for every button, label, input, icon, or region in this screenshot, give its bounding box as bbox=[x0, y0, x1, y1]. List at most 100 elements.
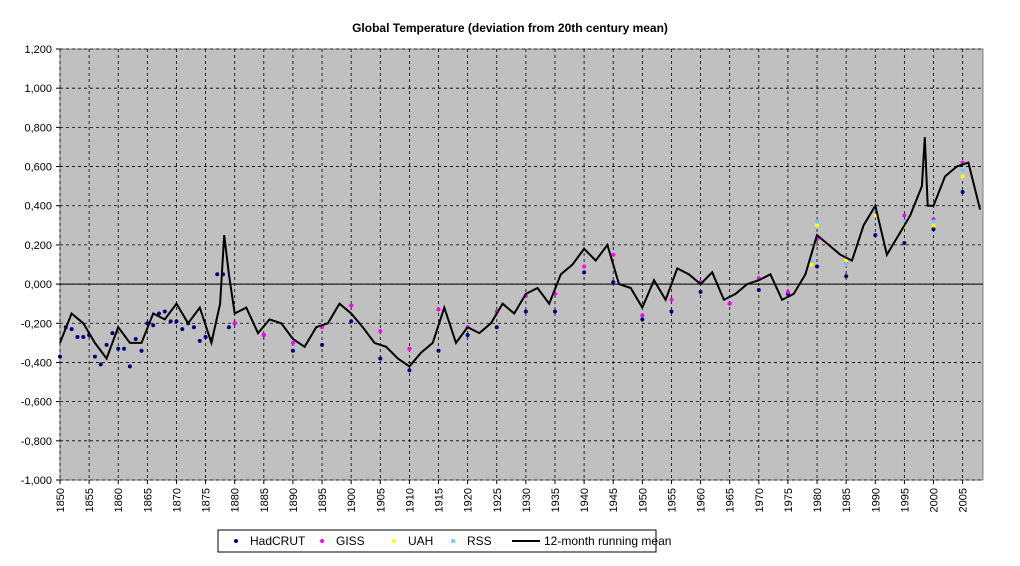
rss-point bbox=[960, 168, 965, 173]
hadcrut-point bbox=[139, 348, 144, 353]
hadcrut-point bbox=[436, 348, 441, 353]
hadcrut-point bbox=[58, 354, 62, 359]
x-tick-label: 1955 bbox=[666, 488, 678, 512]
hadcrut-point bbox=[133, 336, 138, 341]
x-tick-label: 1990 bbox=[870, 488, 882, 512]
giss-point bbox=[582, 264, 587, 269]
y-tick-label: -0,600 bbox=[21, 397, 52, 409]
hadcrut-point bbox=[494, 325, 499, 330]
x-tick-label: 1920 bbox=[463, 488, 475, 512]
x-tick-label: 1915 bbox=[434, 488, 446, 512]
giss-point bbox=[436, 307, 441, 312]
giss-point bbox=[290, 340, 295, 345]
y-tick-label: 0,600 bbox=[24, 162, 52, 174]
hadcrut-point bbox=[151, 323, 156, 328]
legend-label-hadcrut: HadCRUT bbox=[250, 534, 306, 548]
legend-swatch-uah bbox=[392, 539, 396, 543]
uah-point bbox=[873, 213, 878, 218]
y-tick-label: 1,000 bbox=[24, 83, 52, 95]
hadcrut-point bbox=[320, 342, 325, 347]
x-tick-label: 1880 bbox=[230, 488, 242, 512]
giss-point bbox=[407, 346, 412, 351]
legend-label-giss: GISS bbox=[336, 534, 365, 548]
hadcrut-point bbox=[756, 287, 761, 292]
legend: HadCRUT GISS UAH RSS 12-month running mean bbox=[217, 529, 671, 553]
hadcrut-point bbox=[931, 227, 936, 232]
uah-point bbox=[815, 223, 820, 228]
hadcrut-point bbox=[180, 327, 185, 332]
y-tick-label: 1,200 bbox=[24, 44, 52, 56]
rss-point bbox=[844, 262, 849, 267]
hadcrut-point bbox=[92, 354, 97, 359]
x-tick-label: 1965 bbox=[725, 488, 737, 512]
hadcrut-point bbox=[174, 319, 179, 324]
hadcrut-point bbox=[81, 334, 86, 339]
running-mean-line bbox=[59, 137, 982, 368]
x-tick-label: 2000 bbox=[929, 488, 941, 512]
uah-point bbox=[960, 174, 965, 179]
plot-area bbox=[59, 48, 984, 481]
hadcrut-point bbox=[582, 270, 587, 275]
hadcrut-point bbox=[698, 289, 703, 294]
hadcrut-point bbox=[611, 280, 616, 285]
hadcrut-point bbox=[226, 325, 231, 330]
giss-point bbox=[261, 333, 266, 338]
x-tick-label: 1905 bbox=[375, 488, 387, 512]
hadcrut-point bbox=[203, 334, 208, 339]
giss-point bbox=[727, 301, 732, 306]
hadcrut-point bbox=[669, 309, 674, 314]
hadcrut-point bbox=[110, 331, 115, 336]
legend-swatch-giss bbox=[320, 539, 324, 543]
hadcrut-point bbox=[902, 240, 907, 245]
x-tick-label: 1850 bbox=[55, 488, 67, 512]
y-tick-label: -0,800 bbox=[21, 436, 52, 448]
hadcrut-point bbox=[640, 317, 645, 322]
hadcrut-point bbox=[378, 356, 383, 361]
y-tick-label: -1,000 bbox=[21, 475, 52, 487]
chart-title: Global Temperature (deviation from 20th … bbox=[352, 21, 668, 35]
x-tick-label: 1925 bbox=[492, 488, 504, 512]
hadcrut-point bbox=[290, 348, 295, 353]
x-tick-label: 1865 bbox=[142, 488, 154, 512]
giss-point bbox=[378, 329, 383, 334]
hadcrut-point bbox=[191, 325, 196, 330]
x-tick-label: 1975 bbox=[783, 488, 795, 512]
x-tick-label: 1885 bbox=[259, 488, 271, 512]
legend-swatch-hadcrut bbox=[234, 539, 238, 543]
legend-swatch-rss bbox=[451, 539, 455, 543]
hadcrut-point bbox=[815, 264, 820, 269]
legend-label-12-month-running-mean: 12-month running mean bbox=[544, 534, 671, 548]
uah-point bbox=[844, 258, 849, 263]
x-tick-label: 1935 bbox=[550, 488, 562, 512]
x-tick-label: 1900 bbox=[346, 488, 358, 512]
hadcrut-point bbox=[552, 309, 557, 314]
x-tick-label: 2005 bbox=[958, 488, 970, 512]
hadcrut-point bbox=[523, 309, 528, 314]
hadcrut-point bbox=[465, 333, 470, 338]
y-tick-label: 0,400 bbox=[24, 201, 52, 213]
y-tick-label: -0,200 bbox=[21, 318, 52, 330]
x-tick-label: 1995 bbox=[899, 488, 911, 512]
giss-point bbox=[232, 321, 237, 326]
y-tick-label: -0,400 bbox=[21, 357, 52, 369]
x-tick-label: 1890 bbox=[288, 488, 300, 512]
x-tick-label: 1855 bbox=[84, 488, 96, 512]
y-tick-label: 0,200 bbox=[24, 240, 52, 252]
hadcrut-point bbox=[197, 338, 202, 343]
x-tick-label: 1980 bbox=[812, 488, 824, 512]
giss-point bbox=[902, 213, 907, 218]
giss-point bbox=[349, 303, 354, 308]
x-tick-label: 1870 bbox=[171, 488, 183, 512]
hadcrut-point bbox=[104, 342, 109, 347]
giss-point bbox=[785, 289, 790, 294]
y-axis-ticks: -1,000 -0,800 -0,600 -0,400 -0,200 0,000 0,200… bbox=[21, 44, 60, 487]
running-mean-line-group bbox=[59, 137, 982, 368]
hadcrut-point bbox=[156, 311, 161, 316]
x-tick-label: 1940 bbox=[579, 488, 591, 512]
rss-point bbox=[931, 219, 936, 224]
x-tick-label: 1930 bbox=[521, 488, 533, 512]
legend-label-uah: UAH bbox=[408, 534, 433, 548]
legend-label-rss: RSS bbox=[467, 534, 492, 548]
